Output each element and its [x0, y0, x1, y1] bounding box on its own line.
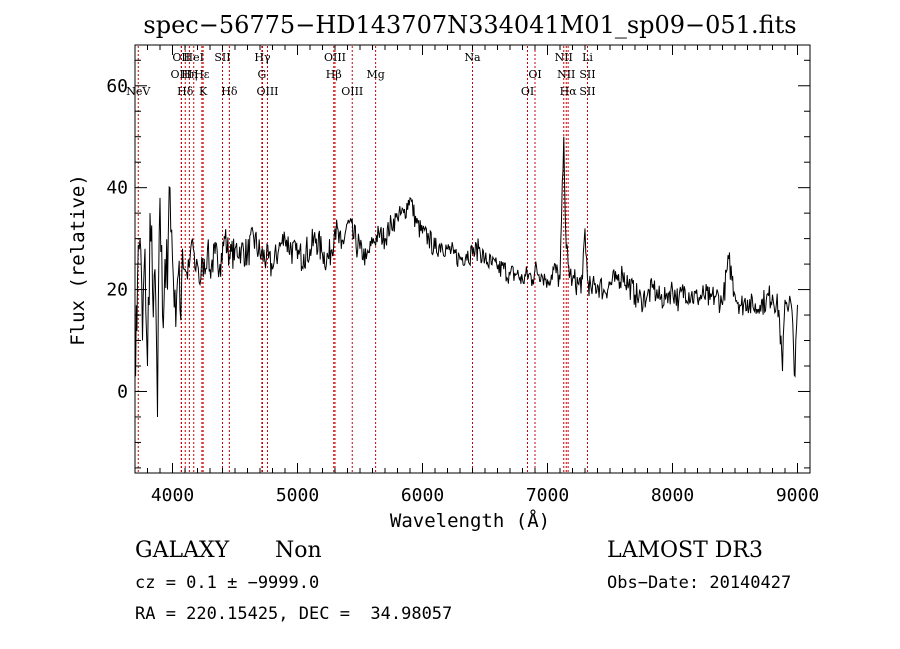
line-label-12: OIII [256, 85, 278, 98]
line-label-5: HeI [184, 51, 204, 64]
x-axis-label: Wavelength (Å) [390, 509, 550, 532]
line-label-19: OI [521, 85, 534, 98]
line-label-9: Hδ [221, 85, 238, 98]
line-label-14: Hβ [326, 68, 342, 81]
object-class: GALAXY [135, 538, 230, 563]
x-axis: 4000 5000 6000 7000 8000 9000 [147, 45, 819, 506]
coordinates-readout: RA = 220.15425, DEC = 34.98057 [135, 604, 453, 624]
line-label-24: SII [579, 68, 595, 81]
line-label-3: Hδ [177, 85, 194, 98]
line-label-17: Na [464, 51, 481, 64]
x-tick-label-2: 6000 [401, 485, 444, 506]
line-label-0: NeV [126, 85, 151, 98]
line-label-18: OI [528, 68, 541, 81]
x-tick-label-0: 4000 [151, 485, 194, 506]
line-label-10: Hγ [254, 51, 271, 64]
line-label-1: OII [172, 51, 190, 64]
line-label-25: SII [579, 85, 595, 98]
line-label-22: Hα [560, 85, 578, 98]
line-label-4: Hη [181, 68, 197, 81]
object-subclass: Non [275, 538, 322, 563]
x-tick-label-5: 9000 [776, 485, 819, 506]
y-tick-label-1: 20 [106, 280, 128, 301]
line-label-2: OIII [170, 68, 192, 81]
line-label-13: OIII [324, 51, 346, 64]
x-tick-label-3: 7000 [526, 485, 569, 506]
chart-title: spec−56775−HD143707N334041M01_sp09−051.f… [143, 11, 796, 39]
y-tick-label-3: 60 [106, 76, 128, 97]
line-label-23: Li [582, 51, 593, 64]
line-label-6: Hε [194, 68, 210, 81]
y-tick-label-2: 40 [106, 178, 128, 199]
line-label-16: Mg [366, 68, 384, 81]
line-label-20: NII [555, 51, 573, 64]
line-label-11: G [257, 68, 266, 81]
y-axis-label: Flux (relative) [67, 174, 89, 346]
line-label-21: NII [557, 68, 575, 81]
x-tick-label-1: 5000 [276, 485, 319, 506]
survey-label: LAMOST DR3 [607, 538, 763, 563]
y-axis: 0 20 40 60 [106, 59, 810, 469]
line-label-8: SII [214, 51, 230, 64]
redshift-readout: cz = 0.1 ± −9999.0 [135, 573, 320, 593]
x-tick-label-4: 8000 [651, 485, 694, 506]
line-label-7: K [199, 85, 208, 98]
observation-date: Obs−Date: 20140427 [607, 573, 792, 593]
flux-series-line [135, 136, 798, 418]
spectral-line-labels: NeV OII OIII Hδ Hη HeI Hε K SII Hδ Hγ G OIII OIII Hβ OI… [126, 51, 595, 98]
line-label-15: OIII [341, 85, 363, 98]
y-tick-label-0: 0 [117, 381, 128, 402]
